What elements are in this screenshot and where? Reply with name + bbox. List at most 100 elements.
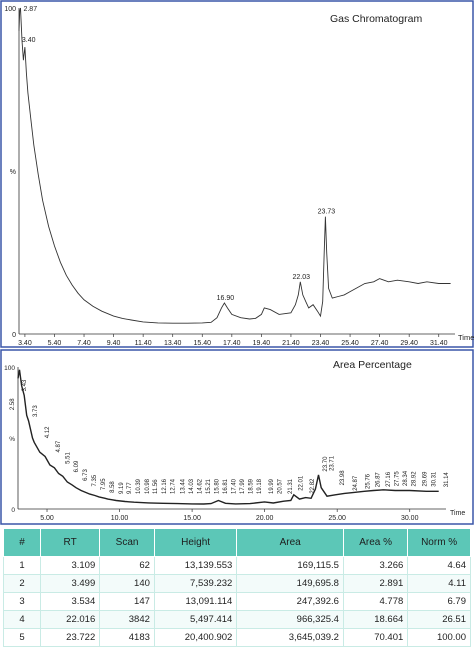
area-percentage-x-tick-label: 20.00 [256, 515, 274, 522]
peak-table-cell: 4.778 [342, 592, 409, 611]
chromatogram-x-tick-label: 5.40 [48, 340, 62, 347]
peak-table-cell: 4 [3, 610, 41, 629]
peak-table-column-header: # [3, 528, 41, 557]
chromatogram-x-tick-label: 29.40 [400, 340, 418, 347]
area-percentage-peak-label: 4.12 [45, 426, 51, 438]
chromatogram-x-tick-label: 3.40 [18, 340, 32, 347]
peak-table-cell: 3.499 [39, 574, 101, 593]
peak-table-cell: 247,392.6 [236, 592, 344, 611]
peak-table-body: 1 3.109 62 13,139.553 169,115.5 3.266 4.64 2 3.4… [3, 556, 471, 647]
area-percentage-peak-label: 10.39 [136, 478, 142, 494]
area-percentage-peak-label: 2.58 [10, 398, 16, 410]
area-percentage-peak-label: 12.16 [162, 478, 168, 494]
peak-table-panel: # RT Scan Height Area Area % Norm % 1 3.109 62 13… [0, 526, 474, 649]
peak-table-column-header: RT [39, 528, 101, 557]
chromatogram-x-tick-label: 13.40 [164, 340, 182, 347]
area-percentage-peak-label: 16.81 [223, 478, 229, 494]
area-percentage-peak-label: 23.71 [329, 455, 335, 471]
chromatogram-x-tick-label: 11.40 [135, 340, 152, 347]
area-percentage-peak-label: 6.73 [83, 469, 89, 481]
area-percentage-peak-label: 24.87 [353, 475, 359, 491]
peak-table-cell: 2 [3, 574, 41, 593]
chromatogram-x-tick-label: 19.40 [253, 340, 271, 347]
peak-table-column-header: Norm % [407, 528, 471, 557]
peak-table-column-header: Area [236, 528, 344, 557]
peak-table-cell: 4.64 [407, 556, 471, 575]
area-percentage-peak-label: 8.58 [110, 481, 116, 493]
area-percentage-peak-label: 7.35 [92, 474, 98, 486]
peak-table-cell: 149,695.8 [236, 574, 344, 593]
area-percentage-peak-label: 14.03 [189, 478, 195, 494]
area-percentage-x-tick-label: 10.00 [111, 515, 129, 522]
peak-table-cell: 3.266 [342, 556, 409, 575]
chromatogram-trace [18, 7, 451, 324]
chromatogram-x-tick-label: 9.40 [107, 340, 121, 347]
area-percentage-peak-label: 11.56 [153, 479, 159, 494]
peak-table: # RT Scan Height Area Area % Norm % 1 3.109 62 13… [3, 528, 471, 647]
peak-table-cell: 20,400.902 [153, 628, 238, 647]
peak-table-cell: 3 [3, 592, 41, 611]
chromatogram-peak-label: 22.03 [292, 274, 310, 281]
table-row: 3 3.534 147 13,091.114 247,392.6 4.778 6.79 [3, 592, 471, 611]
chromatogram-x-tick-label: 27.40 [371, 340, 389, 347]
chromatogram-x-tick-label: 21.40 [282, 340, 300, 347]
area-percentage-y-tick-label: 0 [11, 507, 15, 514]
peak-table-cell: 2.891 [342, 574, 409, 593]
peak-table-header: # RT Scan Height Area Area % Norm % [3, 528, 471, 557]
peak-table-cell: 70.401 [342, 628, 409, 647]
area-percentage-peak-label: 31.14 [444, 472, 450, 488]
chromatogram-chart: Gas Chromatogram 3.40 5.40 7.40 9.40 11.40 13… [0, 0, 474, 348]
peak-table-cell: 18.664 [342, 610, 409, 629]
peak-table-cell: 169,115.5 [236, 556, 344, 575]
area-percentage-chart: Area Percentage 5.00 10.00 15.00 20.00 25.00… [0, 349, 474, 525]
area-percentage-x-axis-label: Time [450, 510, 465, 517]
table-row: 2 3.499 140 7,539.232 149,695.8 2.891 4.11 [3, 574, 471, 593]
area-percentage-frame [0, 349, 474, 525]
area-percentage-peak-label: 18.59 [249, 478, 255, 494]
area-percentage-peak-label: 23.70 [323, 456, 329, 472]
peak-table-cell: 22.016 [39, 610, 101, 629]
chromatogram-x-tick-label: 17.40 [223, 340, 241, 347]
peak-table-cell: 3.534 [39, 592, 101, 611]
peak-table-cell: 1 [3, 556, 41, 575]
area-percentage-peak-label: 9.77 [127, 482, 133, 494]
peak-table-cell: 62 [99, 556, 155, 575]
area-percentage-peak-label: 3.43 [22, 379, 28, 391]
peak-table-cell: 100.00 [407, 628, 471, 647]
area-percentage-trace [17, 369, 439, 505]
peak-table-column-header: Height [153, 528, 238, 557]
chromatogram-y-tick-label: 100 [4, 6, 16, 13]
area-percentage-peak-label: 22.82 [310, 478, 316, 494]
chromatogram-title: Gas Chromatogram [330, 13, 422, 25]
area-percentage-peak-label: 5.51 [65, 451, 71, 463]
peak-table-cell: 140 [99, 574, 155, 593]
peak-table-cell: 23.722 [39, 628, 101, 647]
chromatogram-x-axis-label: Time [458, 333, 474, 342]
area-percentage-peak-label: 13.44 [180, 478, 186, 494]
peak-table-cell: 4183 [99, 628, 155, 647]
chromatogram-x-tick-label: 15.40 [194, 340, 212, 347]
area-percentage-peak-label: 19.99 [269, 478, 275, 494]
table-row: 5 23.722 4183 20,400.902 3,645,039.2 70.401 10… [3, 628, 471, 647]
area-percentage-peak-label: 10.98 [145, 478, 151, 494]
chromatogram-peak-label: 3.40 [22, 37, 36, 44]
chromatogram-peak-label: 2.87 [23, 6, 37, 13]
area-percentage-peak-label: 26.87 [375, 472, 381, 488]
peak-table-cell: 26.51 [407, 610, 471, 629]
chromatogram-peak-label: 23.73 [318, 209, 336, 216]
area-percentage-peak-label: 22.01 [298, 475, 304, 491]
peak-table-cell: 5,497.414 [153, 610, 238, 629]
peak-table-cell: 4.11 [407, 574, 471, 593]
area-percentage-peak-label: 27.16 [386, 471, 392, 487]
area-percentage-peak-label: 7.95 [101, 478, 107, 490]
area-percentage-x-tick-label: 25.00 [328, 515, 346, 522]
peak-table-cell: 5 [3, 628, 41, 647]
chromatogram-y-tick-label: 0 [12, 332, 16, 339]
area-percentage-y-tick-label: % [9, 436, 15, 443]
peak-table-cell: 3,645,039.2 [236, 628, 344, 647]
area-percentage-peak-label: 15.21 [206, 478, 212, 494]
area-percentage-peak-label: 23.98 [340, 470, 346, 486]
peak-table-cell: 3.109 [39, 556, 101, 575]
area-percentage-peak-label: 4.87 [56, 440, 62, 452]
area-percentage-peak-label: 29.69 [423, 471, 429, 487]
